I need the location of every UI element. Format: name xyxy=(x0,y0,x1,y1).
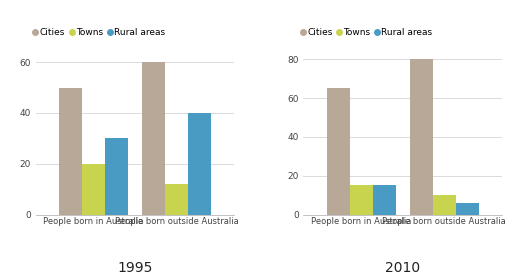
Bar xyxy=(433,195,456,214)
Bar xyxy=(188,113,211,214)
Text: 2010: 2010 xyxy=(385,261,420,275)
Text: 1995: 1995 xyxy=(117,261,153,275)
Bar xyxy=(327,88,350,214)
Bar xyxy=(373,185,396,215)
Bar xyxy=(59,87,82,214)
Bar xyxy=(82,164,105,214)
Bar xyxy=(410,59,433,215)
Bar xyxy=(350,185,373,215)
Bar xyxy=(456,203,479,214)
Legend: Cities, Towns, Rural areas: Cities, Towns, Rural areas xyxy=(30,24,168,40)
Bar xyxy=(165,184,188,215)
Bar xyxy=(105,138,128,214)
Bar xyxy=(142,62,165,215)
Legend: Cities, Towns, Rural areas: Cities, Towns, Rural areas xyxy=(298,24,436,40)
